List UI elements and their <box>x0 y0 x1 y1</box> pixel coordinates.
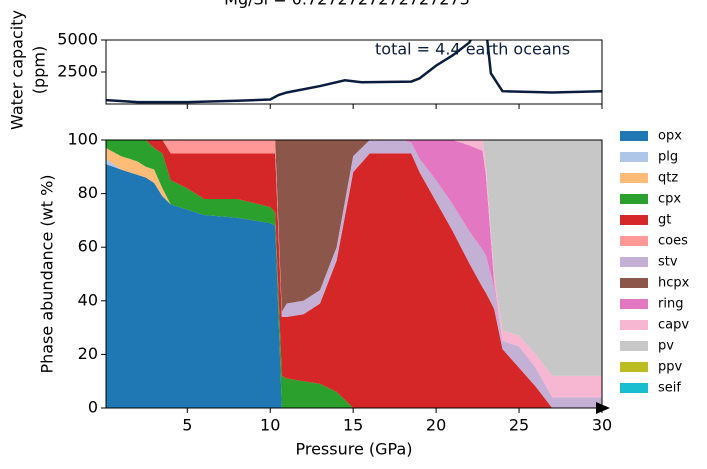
legend-swatch <box>620 362 648 372</box>
axis-arrow <box>596 402 610 414</box>
axes-frame <box>105 139 603 409</box>
y-tick-label: 100 <box>67 130 98 149</box>
legend-label: hcpx <box>658 276 690 291</box>
annotation: total = 4.4 earth oceans <box>375 40 570 59</box>
y-axis-label: (ppm) <box>30 46 49 94</box>
y-tick-label: 5000 <box>57 30 98 49</box>
legend-label: stv <box>658 255 678 270</box>
y-tick-label: 20 <box>78 344 98 363</box>
y-tick-label: 0 <box>88 398 98 417</box>
y-axis-label: Phase abundance (wt %) <box>38 174 57 373</box>
legend-label: seif <box>658 381 681 396</box>
y-tick-label: 2500 <box>57 62 98 81</box>
legend-swatch <box>620 383 648 393</box>
y-tick-label: 80 <box>78 183 98 202</box>
phase-area <box>106 148 602 409</box>
legend-swatch <box>620 194 648 204</box>
phase-area <box>106 164 602 408</box>
y-axis-label: Water capacity <box>8 10 27 130</box>
top-panel: 2500 5000 total = 4.4 earth oceans Water ca… <box>8 10 603 130</box>
x-axis-label: Pressure (GPa) <box>295 440 412 459</box>
x-tick-label: 20 <box>426 416 446 435</box>
legend-label: coes <box>658 234 688 249</box>
chart-title: Mg/Si = 0.7272727272727273 <box>224 0 470 9</box>
legend-label: opx <box>658 129 682 144</box>
legend-label: plg <box>658 150 678 165</box>
legend-swatch <box>620 131 648 141</box>
x-tick-label: 5 <box>182 416 192 435</box>
phase-area <box>106 140 602 408</box>
legend-label: ring <box>658 297 683 312</box>
water-line <box>106 40 602 104</box>
x-tick-label: 15 <box>343 416 363 435</box>
y-tick-label: 40 <box>78 290 98 309</box>
y-tick-label: 60 <box>78 237 98 256</box>
legend-label: qtz <box>658 171 678 186</box>
x-tick-label: 10 <box>260 416 280 435</box>
phase-area <box>106 140 602 398</box>
bottom-panel: 0 20 40 60 80 100 5 10 15 20 25 30 opx plg qtz cpx gt coe… <box>38 129 690 459</box>
legend-swatch <box>620 299 648 309</box>
legend-swatch <box>620 257 648 267</box>
legend-label: cpx <box>658 192 681 207</box>
phase-area <box>106 140 602 408</box>
legend-label: ppv <box>658 360 683 375</box>
legend-label: capv <box>658 318 689 333</box>
legend-swatch <box>620 320 648 330</box>
legend-swatch <box>620 152 648 162</box>
legend-swatch <box>620 173 648 183</box>
legend-swatch <box>620 278 648 288</box>
legend-label: gt <box>658 213 671 228</box>
legend-swatch <box>620 341 648 351</box>
phase-area <box>106 140 602 376</box>
legend-swatch <box>620 215 648 225</box>
x-tick-label: 30 <box>592 416 612 435</box>
axes-frame <box>105 39 603 105</box>
legend-swatch <box>620 236 648 246</box>
legend-label: pv <box>658 339 674 354</box>
x-tick-label: 25 <box>509 416 529 435</box>
